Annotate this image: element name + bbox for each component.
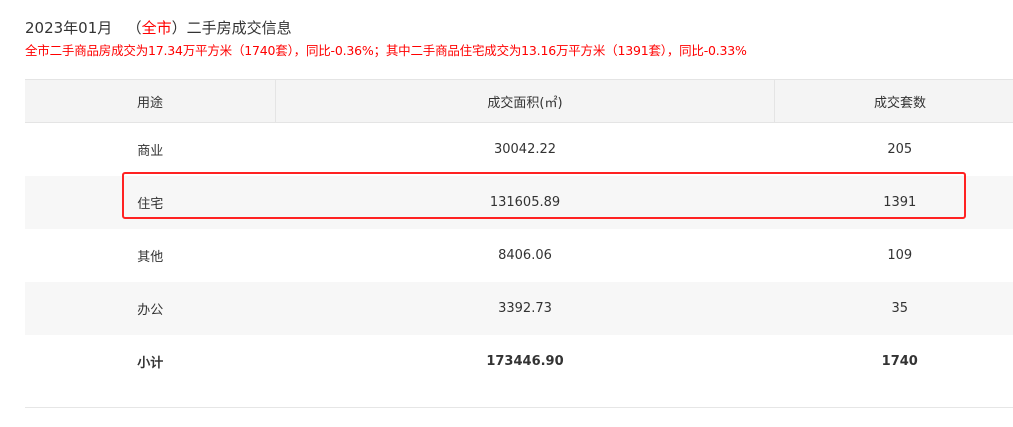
cell-usage: 住宅 [25, 176, 276, 229]
cell-units: 35 [774, 282, 1013, 335]
column-header-usage: 用途 [25, 79, 276, 123]
paren-open: （ [126, 19, 142, 37]
page-title: 2023年01月 （全市）二手房成交信息 [25, 17, 292, 38]
table-row: 其他 8406.06 109 [25, 229, 1013, 282]
table-row-total: 小计 173446.90 1740 [25, 335, 1013, 388]
cell-units: 1740 [881, 354, 918, 369]
column-header-units: 成交套数 [774, 79, 1013, 123]
title-suffix: 二手房成交信息 [186, 19, 292, 37]
cell-units: 109 [887, 248, 913, 263]
table-row: 住宅 131605.89 1391 [25, 176, 1013, 229]
divider [25, 407, 1013, 408]
period: 2023年01月 [25, 19, 113, 37]
transactions-table: 用途 成交面积(㎡) 成交套数 商业 30042.22 205 住宅 131605.8… [25, 79, 1013, 388]
cell-units: 1391 [774, 176, 1013, 229]
cell-area: 8406.06 [498, 248, 552, 263]
table-row: 办公 3392.73 35 [25, 282, 1013, 335]
cell-usage: 商业 [137, 144, 164, 159]
cell-area: 131605.89 [275, 176, 775, 229]
cell-area: 3392.73 [275, 282, 775, 335]
cell-usage: 办公 [25, 282, 276, 335]
cell-usage: 其他 [137, 250, 164, 265]
paren-close: ） [171, 19, 187, 37]
cell-area: 173446.90 [486, 354, 564, 369]
cell-units: 205 [887, 142, 913, 157]
highlight-box [122, 172, 966, 219]
cell-usage: 小计 [137, 356, 164, 371]
city-selector[interactable]: 全市 [141, 19, 172, 37]
table-row: 商业 30042.22 205 [25, 123, 1013, 177]
cell-area: 30042.22 [493, 142, 557, 157]
table-header: 用途 成交面积(㎡) 成交套数 [25, 79, 1013, 123]
column-header-area: 成交面积(㎡) [275, 79, 775, 123]
summary-text: 全市二手商品房成交为17.34万平方米（1740套），同比-0.36%；其中二手… [25, 43, 747, 58]
